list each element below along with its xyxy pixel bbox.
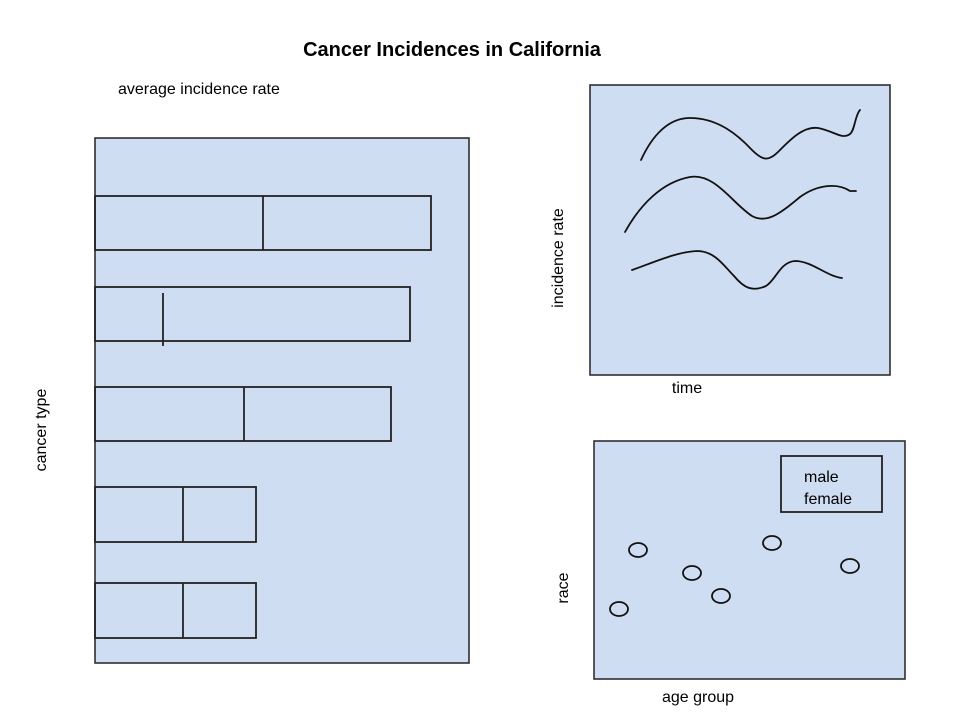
scatter-point — [609, 601, 629, 617]
bar — [94, 286, 411, 342]
scatter-chart: race age group male female — [555, 440, 906, 706]
bar-chart-side-label: cancer type — [33, 389, 50, 472]
scatter-point — [711, 588, 731, 604]
scatter-legend: male female — [780, 455, 883, 513]
bar — [94, 582, 257, 639]
bar-chart-top-label: average incidence rate — [118, 81, 280, 98]
line-series-3 — [631, 250, 843, 290]
scatter-point — [682, 565, 702, 581]
bar — [94, 486, 257, 543]
bar — [94, 386, 392, 442]
legend-item-female: female — [804, 491, 852, 508]
scatter-point — [628, 542, 648, 558]
scatter-chart-panel — [593, 440, 906, 680]
bar-row-2 — [94, 286, 411, 346]
scatter-point — [840, 558, 860, 574]
line-series-2 — [624, 175, 857, 233]
bar-row-3 — [94, 386, 392, 442]
legend-box — [780, 455, 883, 513]
bar-row-5 — [94, 582, 257, 639]
bar-row-1 — [94, 195, 432, 251]
legend-item-male: male — [804, 469, 839, 486]
line-chart-ylabel: incidence rate — [550, 208, 567, 308]
line-series-1 — [640, 109, 861, 161]
line-chart: incidence rate time — [550, 84, 891, 397]
scatter-point — [762, 535, 782, 551]
line-chart-xlabel: time — [672, 380, 702, 397]
bar-chart-panel — [94, 137, 470, 664]
bar-chart: average incidence rate cancer type — [33, 81, 470, 664]
page-title: Cancer Incidences in California — [303, 39, 602, 61]
line-chart-panel — [589, 84, 891, 376]
bar-row-4 — [94, 486, 257, 543]
scatter-chart-xlabel: age group — [662, 689, 734, 706]
scatter-chart-ylabel: race — [555, 572, 572, 603]
